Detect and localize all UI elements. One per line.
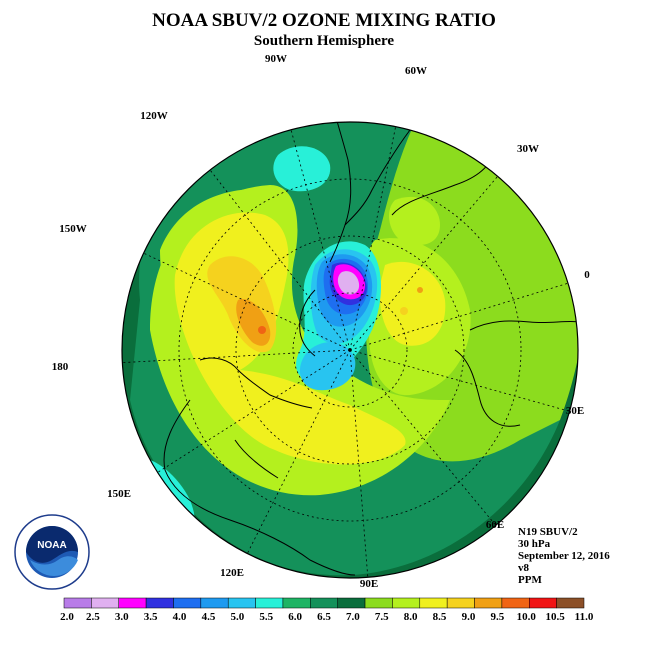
lon-label-180: 180 [52, 361, 69, 373]
colorbar-swatch [200, 597, 229, 609]
colorbar: 2.0 2.5 3.0 3.5 4.0 4.5 5.0 5.5 6.0 6.5 7.0 7.5 8.0 8… [60, 597, 594, 623]
colorbar-swatch [255, 597, 284, 609]
lon-label-120w: 120W [140, 110, 168, 122]
lon-label-60w: 60W [405, 65, 427, 77]
colorbar-swatch [529, 597, 557, 609]
colorbar-swatch [474, 597, 503, 609]
colorbar-tick-label: 9.5 [490, 611, 504, 623]
colorbar-swatch [282, 597, 311, 609]
colorbar-tick-label: 5.5 [259, 611, 273, 623]
noaa-logo-text: NOAA [37, 540, 66, 551]
colorbar-swatch [173, 597, 202, 609]
lon-label-120e: 120E [220, 567, 244, 579]
info-date: September 12, 2016 [518, 550, 610, 562]
colorbar-tick-label: 8.0 [404, 611, 418, 623]
colorbar-swatch [446, 597, 475, 609]
colorbar-swatch [145, 597, 174, 609]
colorbar-swatch [364, 597, 393, 609]
info-version: v8 [518, 562, 530, 574]
colorbar-tick-label: 6.0 [288, 611, 302, 623]
lon-label-30w: 30W [517, 143, 539, 155]
colorbar-tick-label: 9.0 [462, 611, 476, 623]
lon-label-90w: 90W [265, 53, 287, 65]
colorbar-tick-label: 10.5 [545, 611, 565, 623]
colorbar-swatch [310, 597, 338, 609]
colorbar-tick-label: 4.0 [173, 611, 187, 623]
lon-label-0: 0 [584, 269, 590, 281]
colorbar-tick-label: 5.0 [230, 611, 244, 623]
colorbar-swatch [91, 597, 119, 609]
colorbar-tick-label: 7.0 [346, 611, 360, 623]
colorbar-swatch [556, 597, 585, 609]
colorbar-swatch [227, 597, 256, 609]
colorbar-swatch [392, 597, 421, 609]
map-border [121, 121, 579, 579]
colorbar-tick-label: 7.5 [375, 611, 389, 623]
colorbar-swatch [118, 597, 147, 609]
colorbar-tick-label: 4.5 [202, 611, 216, 623]
colorbar-tick-label: 3.5 [144, 611, 158, 623]
colorbar-tick-label: 2.5 [86, 611, 100, 623]
lon-label-150e: 150E [107, 488, 131, 500]
colorbar-swatch [63, 597, 92, 609]
colorbar-tick-label: 6.5 [317, 611, 331, 623]
ozone-field [122, 122, 578, 578]
map-subtitle: Southern Hemisphere [254, 33, 394, 49]
noaa-logo: NOAA [14, 514, 90, 590]
lon-label-30e: 30E [566, 405, 584, 417]
lon-label-60e: 60E [486, 519, 504, 531]
lon-label-150w: 150W [59, 223, 87, 235]
colorbar-tick-label: 10.0 [517, 611, 537, 623]
lon-label-90e: 90E [360, 578, 378, 590]
info-level: 30 hPa [518, 538, 551, 550]
colorbar-tick-label: 2.0 [60, 611, 74, 623]
graticule [122, 122, 578, 578]
colorbar-swatch [419, 597, 448, 609]
info-units: PPM [518, 574, 542, 586]
colorbar-tick-label: 8.5 [433, 611, 447, 623]
colorbar-swatch [337, 597, 366, 609]
colorbar-tick-label: 3.0 [115, 611, 129, 623]
colorbar-swatch [501, 597, 530, 609]
info-instrument: N19 SBUV/2 [518, 526, 578, 538]
colorbar-tick-label: 11.0 [575, 611, 594, 623]
map-title: NOAA SBUV/2 OZONE MIXING RATIO [152, 10, 496, 31]
